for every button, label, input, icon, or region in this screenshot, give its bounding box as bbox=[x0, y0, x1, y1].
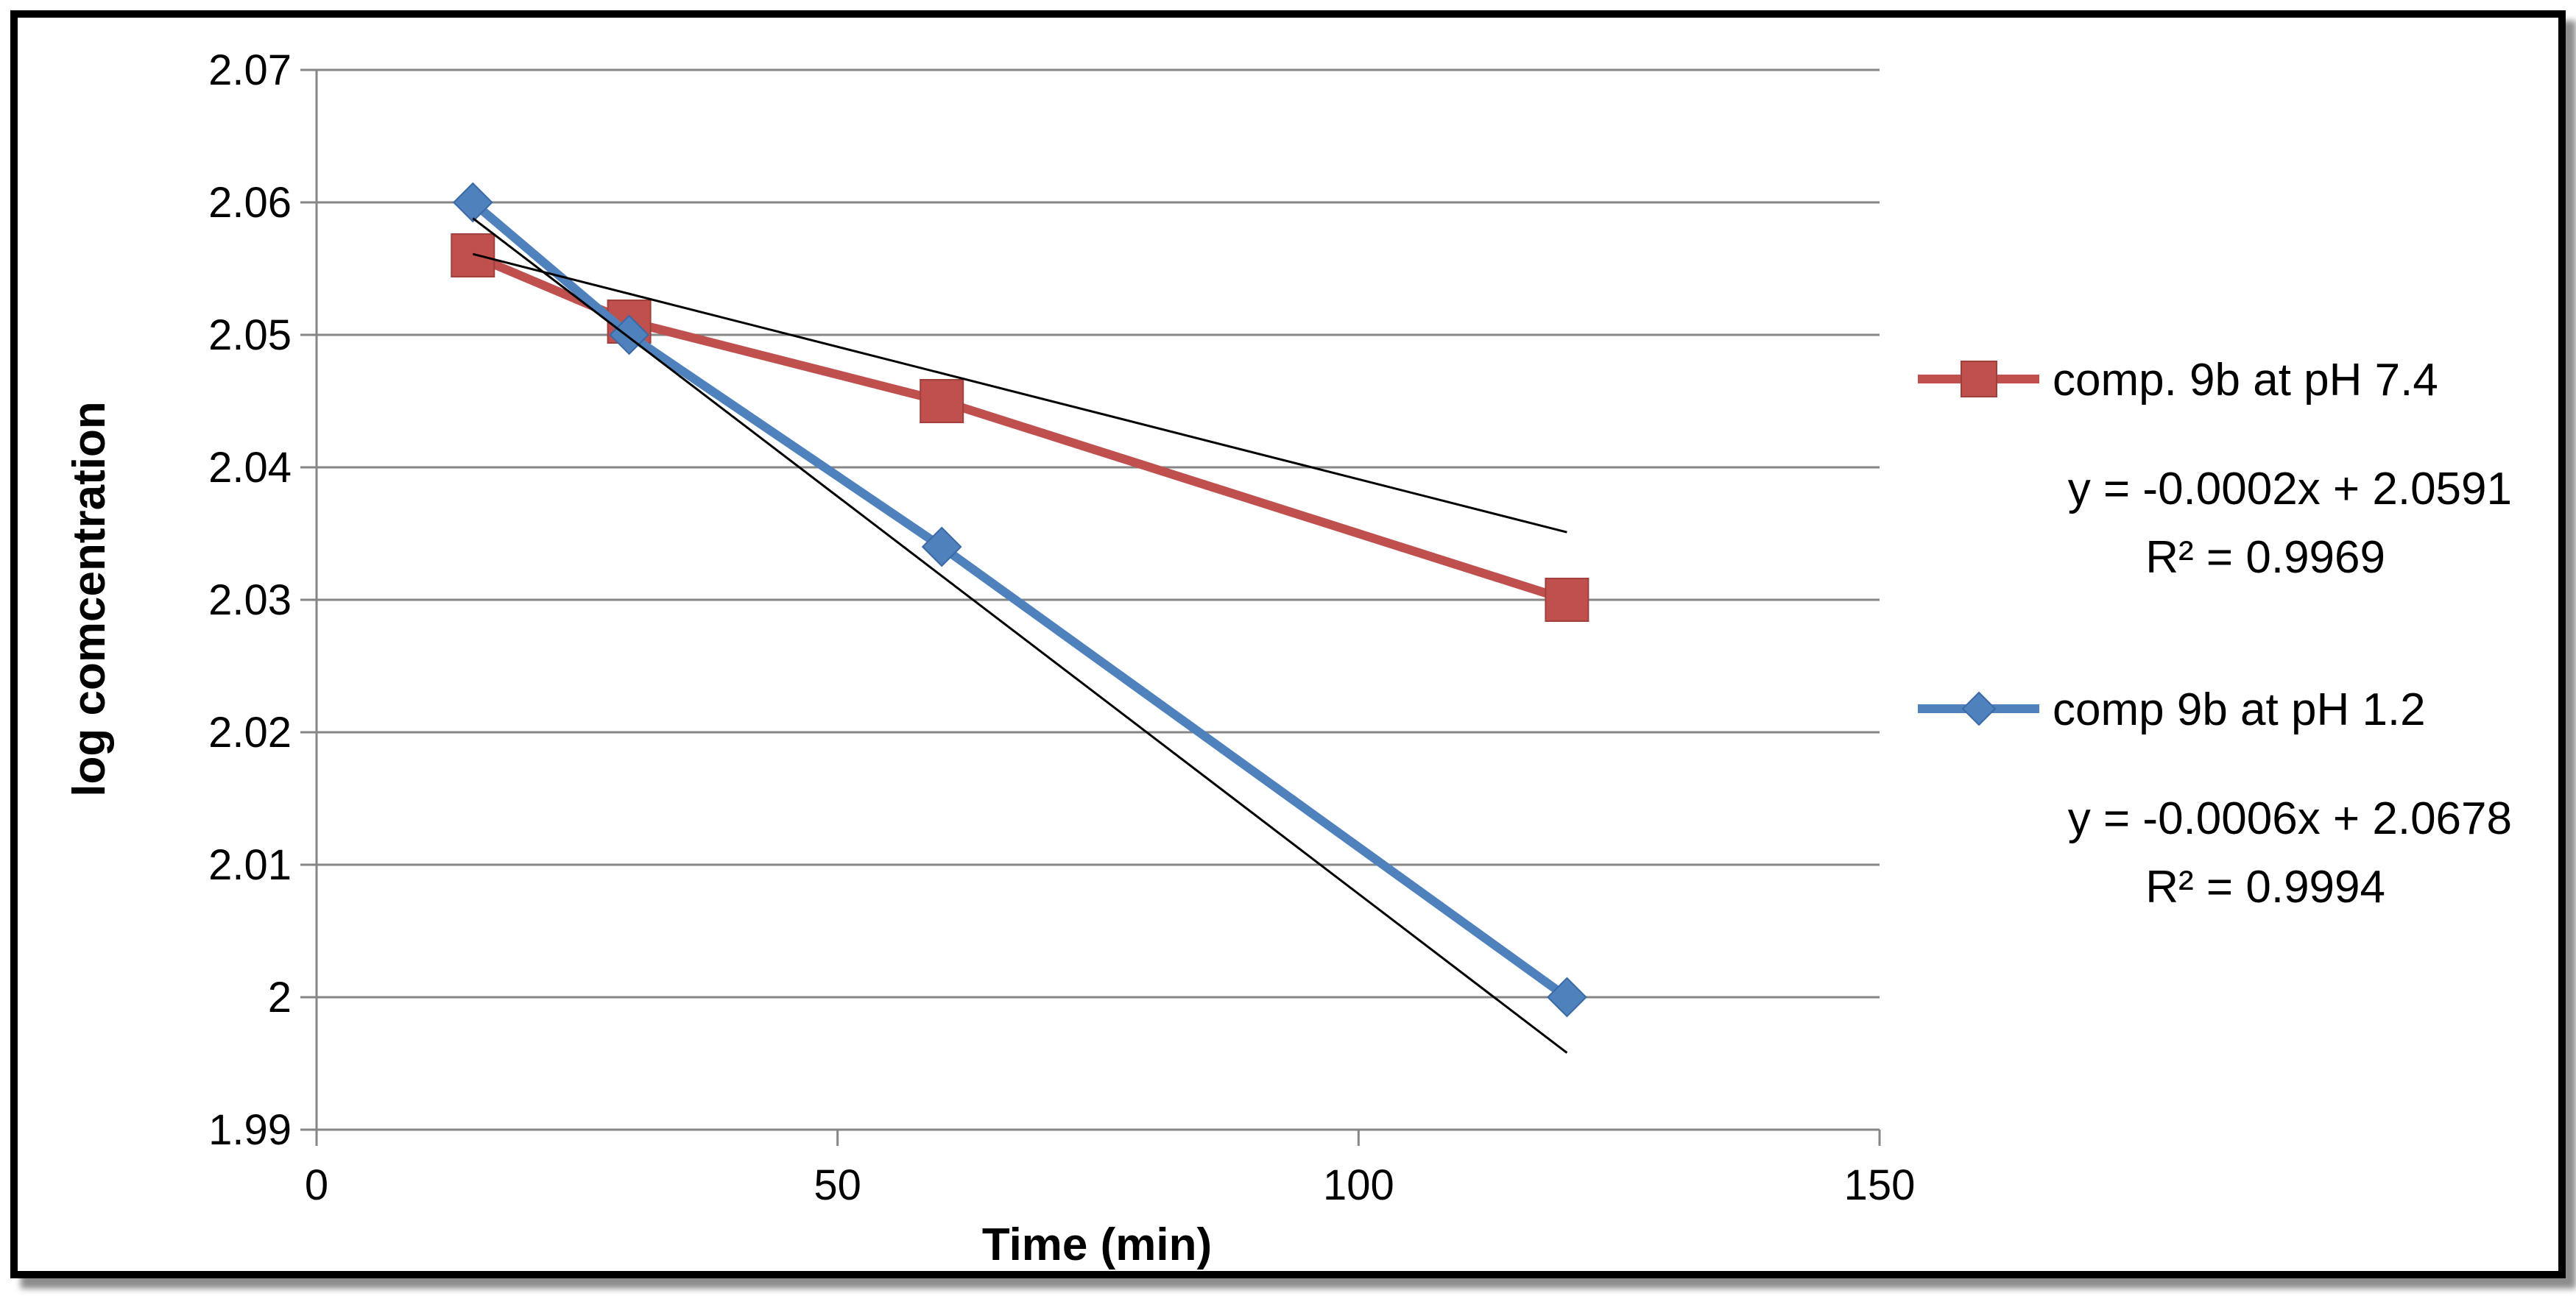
legend-marker-ph12 bbox=[1961, 691, 1997, 726]
y-tick-label: 2.06 bbox=[208, 179, 292, 227]
legend-marker-ph74 bbox=[1961, 361, 1997, 397]
data-point-ph12 bbox=[921, 526, 962, 567]
series-line-ph74 bbox=[470, 251, 1569, 604]
x-axis-title: Time (min) bbox=[982, 1219, 1212, 1270]
chart-frame bbox=[10, 10, 2566, 1278]
legend-label-ph74: comp. 9b at pH 7.4 bbox=[2053, 355, 2438, 406]
x-tick-labels: 0 50 100 150 bbox=[305, 1161, 1916, 1209]
y-tick-label: 2.01 bbox=[208, 841, 292, 889]
x-tick-label: 100 bbox=[1323, 1161, 1394, 1209]
series-layer bbox=[451, 182, 1589, 1018]
trendline-layer bbox=[472, 217, 1568, 1054]
trendline-equation-ph12: y = -0.0006x + 2.0678 bbox=[2068, 793, 2512, 844]
r-squared-ph74: R² = 0.9969 bbox=[2145, 532, 2385, 583]
series-line-ph12 bbox=[470, 199, 1570, 1001]
axes bbox=[300, 68, 1881, 1146]
y-axis-title: log comcentration bbox=[64, 401, 115, 796]
r-squared-ph12: R² = 0.9994 bbox=[2145, 862, 2385, 913]
y-tick-label: 2.02 bbox=[208, 709, 292, 757]
legend-label-ph12: comp 9b at pH 1.2 bbox=[2053, 684, 2426, 735]
gridlines bbox=[317, 68, 1880, 1131]
x-tick-label: 150 bbox=[1844, 1161, 1916, 1209]
data-point-ph12 bbox=[1546, 977, 1587, 1018]
y-tick-label: 1.99 bbox=[208, 1106, 292, 1154]
legend: comp. 9b at pH 7.4 y = -0.0002x + 2.0591 R… bbox=[1918, 355, 2512, 913]
y-tick-label: 2.03 bbox=[208, 576, 292, 624]
trendline-ph74 bbox=[472, 252, 1567, 534]
data-point-ph12 bbox=[452, 182, 493, 223]
trendline-equation-ph74: y = -0.0002x + 2.0591 bbox=[2068, 464, 2512, 514]
data-point-ph74 bbox=[451, 233, 495, 277]
x-tick-label: 0 bbox=[305, 1161, 328, 1209]
y-tick-labels: 2.07 2.06 2.05 2.04 2.03 2.02 2.01 2 1.99 bbox=[208, 46, 292, 1154]
y-tick-label: 2.04 bbox=[208, 444, 292, 492]
data-point-ph74 bbox=[920, 379, 964, 423]
trendline-ph12 bbox=[472, 217, 1568, 1054]
y-tick-label: 2 bbox=[268, 974, 292, 1021]
x-tick-label: 50 bbox=[814, 1161, 861, 1209]
y-tick-label: 2.05 bbox=[208, 311, 292, 359]
data-point-ph74 bbox=[1545, 578, 1589, 622]
y-tick-label: 2.07 bbox=[208, 46, 292, 94]
